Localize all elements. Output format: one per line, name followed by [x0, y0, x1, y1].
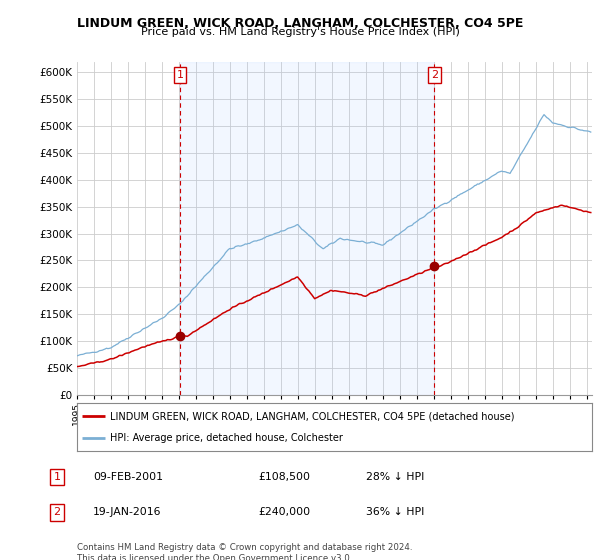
- Text: 2: 2: [431, 70, 438, 80]
- Text: Price paid vs. HM Land Registry's House Price Index (HPI): Price paid vs. HM Land Registry's House …: [140, 27, 460, 37]
- Text: 1: 1: [176, 70, 184, 80]
- Text: 36% ↓ HPI: 36% ↓ HPI: [366, 507, 424, 517]
- Text: LINDUM GREEN, WICK ROAD, LANGHAM, COLCHESTER, CO4 5PE: LINDUM GREEN, WICK ROAD, LANGHAM, COLCHE…: [77, 17, 523, 30]
- Text: £108,500: £108,500: [258, 472, 310, 482]
- Text: 1: 1: [53, 472, 61, 482]
- Text: Contains HM Land Registry data © Crown copyright and database right 2024.
This d: Contains HM Land Registry data © Crown c…: [77, 543, 412, 560]
- Text: HPI: Average price, detached house, Colchester: HPI: Average price, detached house, Colc…: [110, 433, 343, 443]
- Bar: [180, 62, 434, 395]
- Text: 2: 2: [53, 507, 61, 517]
- Text: 19-JAN-2016: 19-JAN-2016: [93, 507, 161, 517]
- Text: LINDUM GREEN, WICK ROAD, LANGHAM, COLCHESTER, CO4 5PE (detached house): LINDUM GREEN, WICK ROAD, LANGHAM, COLCHE…: [110, 411, 515, 421]
- Text: 09-FEB-2001: 09-FEB-2001: [93, 472, 163, 482]
- Text: 28% ↓ HPI: 28% ↓ HPI: [366, 472, 424, 482]
- Text: £240,000: £240,000: [258, 507, 310, 517]
